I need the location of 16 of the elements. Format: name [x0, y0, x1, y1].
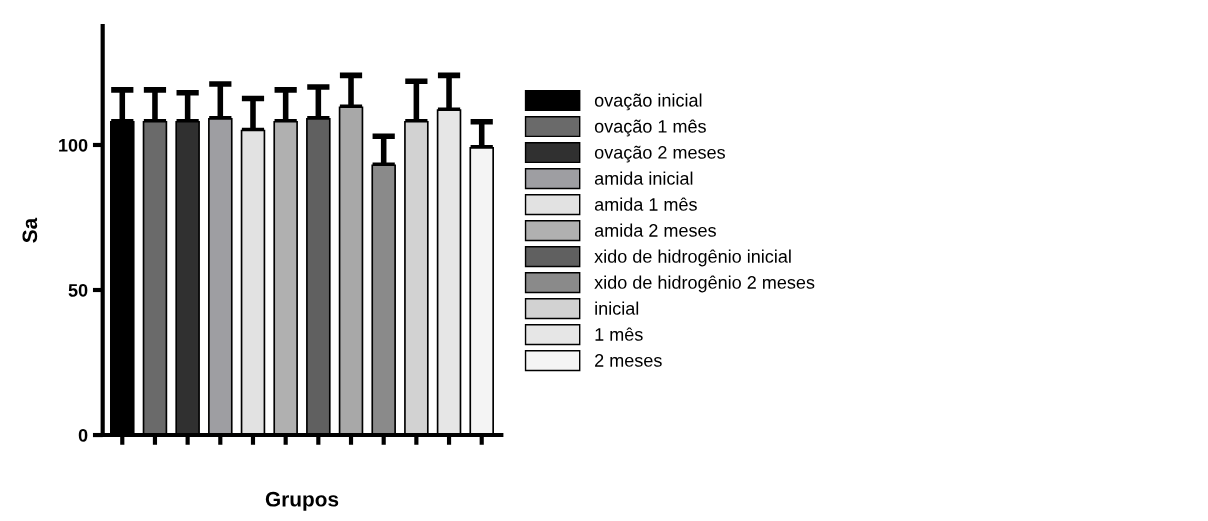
legend-label: ovação 1 mês — [594, 119, 706, 137]
legend-label: xido de hidrogênio 2 meses — [594, 275, 815, 293]
legend-label: ovação 2 meses — [594, 145, 725, 163]
x-axis-title: Grupos — [265, 491, 339, 511]
legend-label: 1 mês — [595, 327, 643, 341]
legend-label: 2 meses — [595, 354, 662, 367]
legend-label: amida 1 mês — [594, 197, 697, 211]
legend-label: amida 2 meses — [594, 223, 716, 237]
y-tick-label: 0 — [78, 428, 88, 442]
legend-label: ovação inicial — [594, 93, 702, 111]
legend-label: amida inicial — [594, 171, 693, 185]
legend-label: inicial — [595, 301, 639, 315]
y-axis-title: Sa — [22, 217, 38, 243]
legend-label: xido de hidrogênio inicial — [594, 249, 791, 267]
y-tick-label: 100 — [59, 138, 88, 152]
y-tick-label: 50 — [68, 283, 88, 297]
